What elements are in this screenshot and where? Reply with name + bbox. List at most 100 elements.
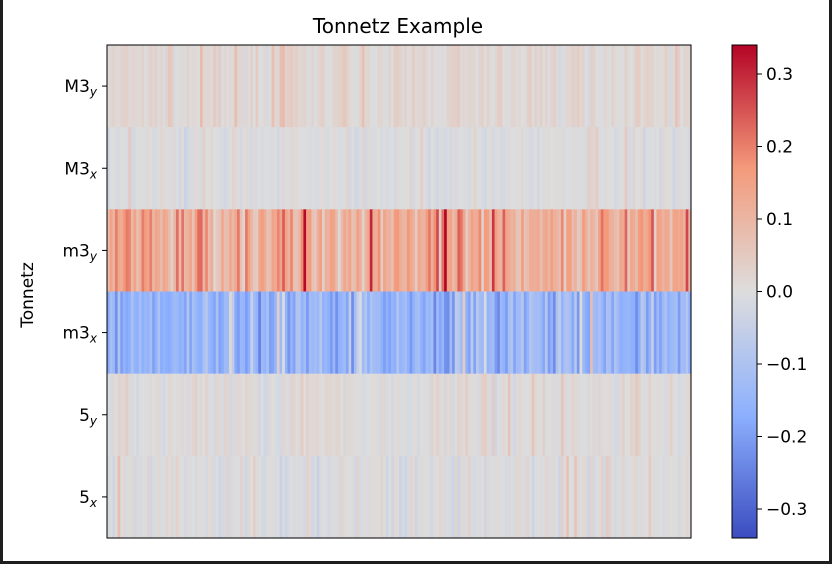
heatmap-cell (359, 455, 363, 539)
heatmap-cell (425, 209, 429, 293)
heatmap-cell (592, 373, 597, 457)
heatmap-cell (388, 455, 392, 539)
heatmap-cell (478, 455, 482, 539)
heatmap-cell (107, 127, 111, 210)
heatmap-cell (603, 127, 607, 210)
heatmap-cell (266, 455, 270, 539)
heatmap-cell (428, 127, 432, 210)
heatmap-cell (470, 455, 474, 539)
heatmap-cell (688, 45, 692, 128)
heatmap-cell (539, 373, 543, 457)
heatmap-cell (231, 455, 236, 539)
heatmap-cell (635, 209, 639, 293)
heatmap-cell (571, 291, 575, 375)
heatmap-cell (274, 209, 278, 293)
heatmap-cell (579, 455, 583, 539)
heatmap-cell (436, 45, 440, 128)
heatmap-cell (335, 45, 339, 128)
heatmap-cell (144, 209, 148, 293)
heatmap-cell (210, 373, 214, 457)
heatmap-cell (683, 45, 687, 128)
heatmap-cell (579, 45, 583, 128)
heatmap-cell (470, 209, 474, 293)
heatmap-cell (608, 455, 612, 539)
heatmap-cell (675, 373, 679, 457)
heatmap-cell (130, 127, 135, 210)
heatmap-cell (292, 45, 297, 128)
heatmap-cell (436, 455, 440, 539)
heatmap-cell (436, 209, 440, 293)
heatmap-cell (603, 209, 607, 293)
heatmap-cell (314, 373, 318, 457)
colorbar-tick-label: 0.2 (766, 138, 793, 158)
heatmap-cell (648, 373, 652, 457)
heatmap-cell (404, 127, 408, 210)
heatmap-cell (489, 373, 493, 457)
heatmap-cell (271, 127, 275, 210)
heatmap-cell (292, 127, 297, 210)
heatmap-cell (454, 455, 458, 539)
heatmap-cell (359, 373, 363, 457)
heatmap-cell (120, 291, 124, 375)
heatmap-cell (399, 127, 403, 210)
heatmap-cell (335, 455, 339, 539)
heatmap-cell (388, 209, 392, 293)
heatmap-cell (207, 291, 212, 375)
heatmap-cell (396, 291, 400, 375)
heatmap-cell (154, 127, 159, 210)
heatmap-cell (627, 127, 631, 210)
heatmap-cell (672, 373, 676, 457)
heatmap-cell (311, 455, 315, 539)
heatmap-cell (253, 291, 257, 375)
heatmap-cell (675, 291, 679, 375)
heatmap-cell (213, 373, 217, 457)
heatmap-cell (632, 209, 636, 293)
heatmap-cell (468, 373, 472, 457)
heatmap-cell (138, 291, 143, 375)
heatmap-cell (221, 455, 225, 539)
heatmap-cell (237, 45, 241, 128)
heatmap-cell (462, 373, 466, 457)
heatmap-cell (558, 291, 562, 375)
heatmap-cell (231, 291, 236, 375)
heatmap-cell (552, 373, 557, 457)
heatmap-cell (598, 127, 602, 210)
heatmap-cell (183, 455, 188, 539)
heatmap-cell (245, 455, 249, 539)
heatmap-cell (165, 45, 169, 128)
heatmap-cell (152, 127, 156, 210)
heatmap-cell (253, 209, 257, 293)
heatmap-cell (112, 373, 116, 457)
heatmap-cell (109, 455, 113, 539)
heatmap-cell (486, 45, 490, 128)
heatmap-cell (274, 45, 278, 128)
heatmap-cell (107, 455, 111, 539)
heatmap-cell (409, 373, 413, 457)
heatmap-cell (529, 127, 533, 210)
heatmap-cell (529, 45, 533, 128)
heatmap-cell (505, 127, 509, 210)
heatmap-cell (369, 45, 374, 128)
heatmap-cell (611, 45, 615, 128)
heatmap-cell (207, 455, 212, 539)
heatmap-cell (329, 455, 334, 539)
heatmap-cell (268, 127, 273, 210)
heatmap-cell (125, 373, 129, 457)
heatmap-cell (438, 455, 443, 539)
heatmap-cell (268, 209, 273, 293)
heatmap-cell (364, 373, 368, 457)
heatmap-cell (141, 291, 145, 375)
heatmap-cell (401, 209, 405, 293)
heatmap-cell (510, 127, 514, 210)
heatmap-cell (470, 373, 474, 457)
heatmap-cell (685, 127, 689, 210)
heatmap-cell (621, 291, 626, 375)
heatmap-cell (545, 209, 549, 293)
heatmap-cell (133, 45, 137, 128)
heatmap-cell (255, 455, 259, 539)
heatmap-cell (380, 209, 384, 293)
heatmap-cell (547, 209, 551, 293)
heatmap-cell (624, 455, 628, 539)
heatmap-cell (582, 291, 586, 375)
heatmap-cell (566, 209, 570, 293)
